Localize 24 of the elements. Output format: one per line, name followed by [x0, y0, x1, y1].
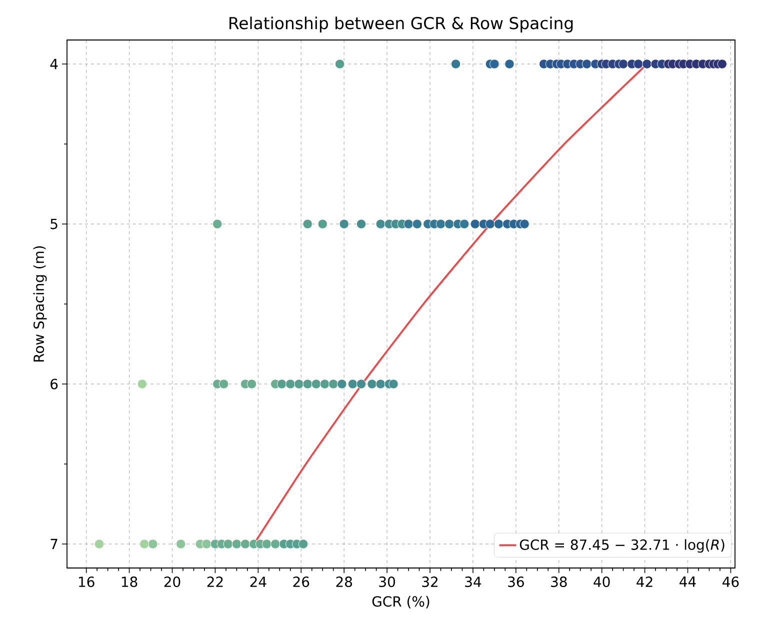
x-tick-label: 42 [636, 576, 652, 587]
x-tick-label: 34 [465, 576, 482, 588]
x-tick-label: 22 [207, 576, 223, 587]
x-tick-label: 26 [293, 576, 310, 588]
x-tick-label: 36 [508, 576, 524, 588]
x-tick-label: 18 [122, 576, 138, 588]
x-tick-label: 24 [250, 576, 266, 587]
y-tick-label: 7 [50, 538, 58, 550]
y-tick-label: 5 [50, 218, 58, 230]
y-axis-title: Row Spacing (m) [33, 246, 47, 362]
x-tick-label: 30 [379, 576, 395, 588]
x-tick-label: 28 [336, 576, 352, 588]
x-tick-label: 38 [551, 576, 567, 588]
y-tick-label: 4 [50, 58, 58, 70]
chart-title: Relationship between GCR & Row Spacing [230, 16, 573, 33]
x-tick-label: 16 [78, 576, 94, 588]
y-tick-label: 6 [50, 378, 58, 390]
legend-label: GCR = 87.45 − 32.71 · log(R) [520, 539, 724, 553]
x-axis-title: GCR (%) [372, 596, 430, 608]
x-tick-label: 20 [164, 576, 180, 588]
x-tick-label: 40 [594, 576, 610, 588]
x-tick-label: 46 [722, 576, 739, 588]
x-tick-label: 44 [680, 576, 696, 587]
x-tick-label: 32 [422, 576, 438, 588]
